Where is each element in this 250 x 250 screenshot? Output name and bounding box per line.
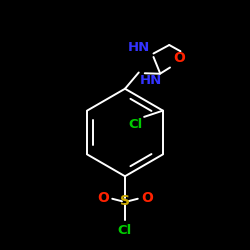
Text: Cl: Cl (118, 224, 132, 237)
Text: O: O (97, 191, 109, 205)
Text: O: O (173, 51, 185, 65)
Text: S: S (120, 194, 130, 208)
Text: Cl: Cl (129, 118, 143, 131)
Text: O: O (141, 191, 153, 205)
Text: HN: HN (140, 74, 162, 87)
Text: HN: HN (128, 41, 150, 54)
